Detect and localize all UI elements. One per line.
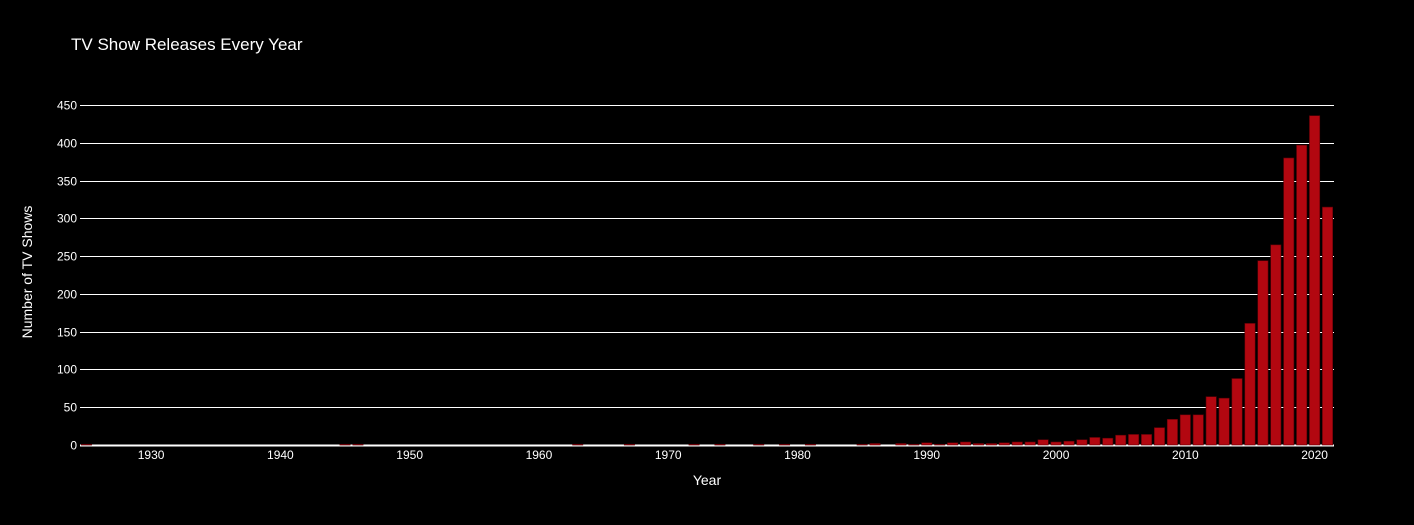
x-tick-label: 1960 (526, 448, 553, 462)
bar (1024, 441, 1036, 446)
bar (1270, 244, 1282, 446)
bar (934, 443, 946, 446)
bar (1011, 441, 1023, 446)
x-tick-label: 1970 (655, 448, 682, 462)
bar (779, 443, 791, 446)
bar (1166, 419, 1178, 446)
bar (921, 442, 933, 446)
x-tick-label: 2020 (1301, 448, 1328, 462)
bar (1037, 439, 1049, 446)
bar (960, 441, 972, 446)
bar (1322, 206, 1334, 446)
y-tick-label: 400 (57, 137, 77, 151)
bar (1231, 378, 1243, 446)
bar (856, 443, 868, 446)
y-tick-label: 450 (57, 99, 77, 113)
bar (947, 442, 959, 446)
bar (1154, 427, 1165, 446)
x-tick-label: 1990 (913, 448, 940, 462)
x-tick-label: 2000 (1043, 448, 1070, 462)
x-axis-title: Year (693, 472, 722, 488)
y-tick-label: 300 (57, 212, 77, 226)
bar (1192, 414, 1204, 446)
bar (1244, 323, 1256, 446)
bar (1257, 260, 1269, 446)
bar (869, 443, 881, 446)
y-tick-label: 100 (57, 363, 77, 377)
bar (753, 443, 765, 446)
x-tick-label: 1940 (267, 448, 294, 462)
bar (1063, 440, 1075, 446)
y-axis-title: Number of TV Shows (19, 206, 35, 339)
bar (1076, 439, 1088, 446)
x-tick-label: 1930 (138, 448, 165, 462)
y-tick-label: 200 (57, 288, 77, 302)
y-tick-label: 250 (57, 250, 77, 264)
bar (908, 443, 920, 446)
bar (80, 443, 92, 446)
bar (1283, 157, 1295, 446)
x-tick-label: 2010 (1172, 448, 1199, 462)
y-tick-label: 350 (57, 175, 77, 189)
bar (895, 443, 907, 446)
bar (1050, 441, 1062, 446)
x-tick-label: 1950 (396, 448, 423, 462)
bar (623, 443, 635, 446)
y-tick-label: 150 (57, 326, 77, 340)
bar (1115, 434, 1127, 446)
bar (1179, 414, 1191, 446)
y-axis-ticks: 0 50 100 150 200 250 300 350 400 450 (57, 99, 77, 453)
bar (572, 443, 584, 446)
bar (804, 443, 816, 446)
bar (688, 443, 700, 446)
y-tick-label: 50 (64, 401, 78, 415)
chart-title: TV Show Releases Every Year (71, 35, 303, 54)
bar (1102, 437, 1114, 446)
bar (339, 443, 351, 446)
x-axis-ticks: 1930 1940 1950 1960 1970 1980 1990 2000 2010 2020 (138, 448, 1329, 462)
x-tick-label: 1980 (784, 448, 811, 462)
bar (1128, 434, 1140, 446)
y-tick-label: 0 (70, 439, 77, 453)
bar (1218, 397, 1230, 446)
bar (1089, 437, 1101, 446)
bar (714, 443, 726, 446)
bar (1309, 115, 1321, 446)
bar (1141, 434, 1153, 446)
bar (1296, 144, 1308, 446)
bar (998, 442, 1010, 446)
bars (80, 115, 1334, 446)
bar (352, 443, 364, 446)
bar (985, 443, 997, 446)
bar (973, 443, 984, 446)
bar (1205, 396, 1217, 446)
gridlines (80, 105, 1334, 447)
